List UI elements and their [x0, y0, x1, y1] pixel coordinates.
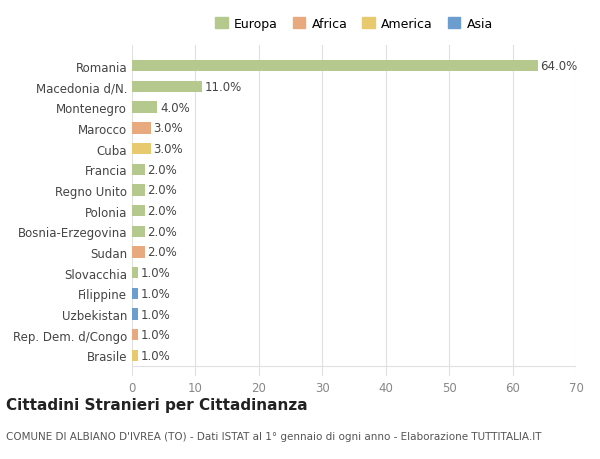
Text: 1.0%: 1.0% — [141, 329, 170, 341]
Text: 2.0%: 2.0% — [147, 225, 177, 238]
Bar — [132, 144, 151, 155]
Bar — [132, 123, 151, 134]
Bar — [132, 164, 145, 175]
Text: 2.0%: 2.0% — [147, 205, 177, 218]
Text: 1.0%: 1.0% — [141, 308, 170, 321]
Text: 2.0%: 2.0% — [147, 184, 177, 197]
Bar — [132, 268, 139, 279]
Bar — [132, 82, 202, 93]
Text: 11.0%: 11.0% — [205, 81, 242, 94]
Bar — [132, 226, 145, 237]
Text: 2.0%: 2.0% — [147, 246, 177, 259]
Bar — [132, 102, 157, 113]
Text: 1.0%: 1.0% — [141, 287, 170, 300]
Text: COMUNE DI ALBIANO D'IVREA (TO) - Dati ISTAT al 1° gennaio di ogni anno - Elabora: COMUNE DI ALBIANO D'IVREA (TO) - Dati IS… — [6, 431, 542, 442]
Legend: Europa, Africa, America, Asia: Europa, Africa, America, Asia — [212, 15, 496, 33]
Bar — [132, 330, 139, 341]
Text: Cittadini Stranieri per Cittadinanza: Cittadini Stranieri per Cittadinanza — [6, 397, 308, 412]
Text: 2.0%: 2.0% — [147, 163, 177, 176]
Text: 3.0%: 3.0% — [154, 143, 183, 156]
Bar — [132, 185, 145, 196]
Text: 1.0%: 1.0% — [141, 349, 170, 362]
Bar — [132, 247, 145, 258]
Bar — [132, 350, 139, 361]
Bar — [132, 61, 538, 72]
Text: 64.0%: 64.0% — [541, 60, 578, 73]
Bar — [132, 309, 139, 320]
Text: 3.0%: 3.0% — [154, 122, 183, 135]
Text: 4.0%: 4.0% — [160, 101, 190, 114]
Bar — [132, 206, 145, 217]
Text: 1.0%: 1.0% — [141, 267, 170, 280]
Bar — [132, 288, 139, 299]
